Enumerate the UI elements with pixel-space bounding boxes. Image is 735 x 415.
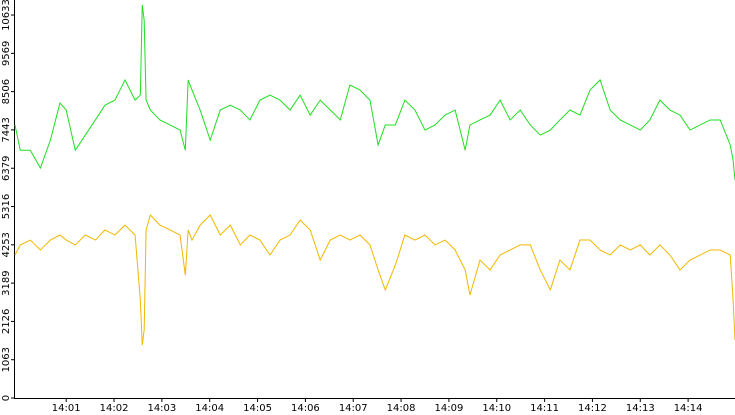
x-tick-label: 14:09 (434, 403, 463, 414)
series-line (14, 214, 735, 346)
x-tick-label: 14:04 (195, 403, 224, 414)
y-tick-label: 7443 (1, 117, 12, 142)
x-tick-label: 14:14 (674, 403, 703, 414)
x-tick-label: 14:11 (530, 403, 559, 414)
y-tick-label: 10633 (1, 0, 12, 31)
y-tick-label: 6379 (1, 156, 12, 181)
x-tick-label: 14:10 (482, 403, 511, 414)
y-tick-label: 0 (1, 395, 12, 401)
y-tick-label: 4253 (1, 232, 12, 257)
x-tick-label: 14:05 (243, 403, 272, 414)
y-tick-label: 2126 (1, 309, 12, 334)
x-tick-label: 14:12 (578, 403, 607, 414)
y-tick-label: 5316 (1, 194, 12, 219)
y-tick-label: 3189 (1, 270, 12, 295)
y-tick-label: 8506 (1, 79, 12, 104)
series-line (14, 4, 735, 181)
x-tick-label: 14:08 (387, 403, 416, 414)
x-tick-label: 14:13 (626, 403, 655, 414)
x-tick-label: 14:06 (291, 403, 320, 414)
x-tick-label: 14:01 (52, 403, 81, 414)
x-tick-label: 14:02 (100, 403, 129, 414)
x-tick-label: 14:07 (339, 403, 368, 414)
x-tick-label: 14:03 (147, 403, 176, 414)
y-tick-label: 9569 (1, 41, 12, 66)
y-tick-label: 1063 (1, 347, 12, 372)
